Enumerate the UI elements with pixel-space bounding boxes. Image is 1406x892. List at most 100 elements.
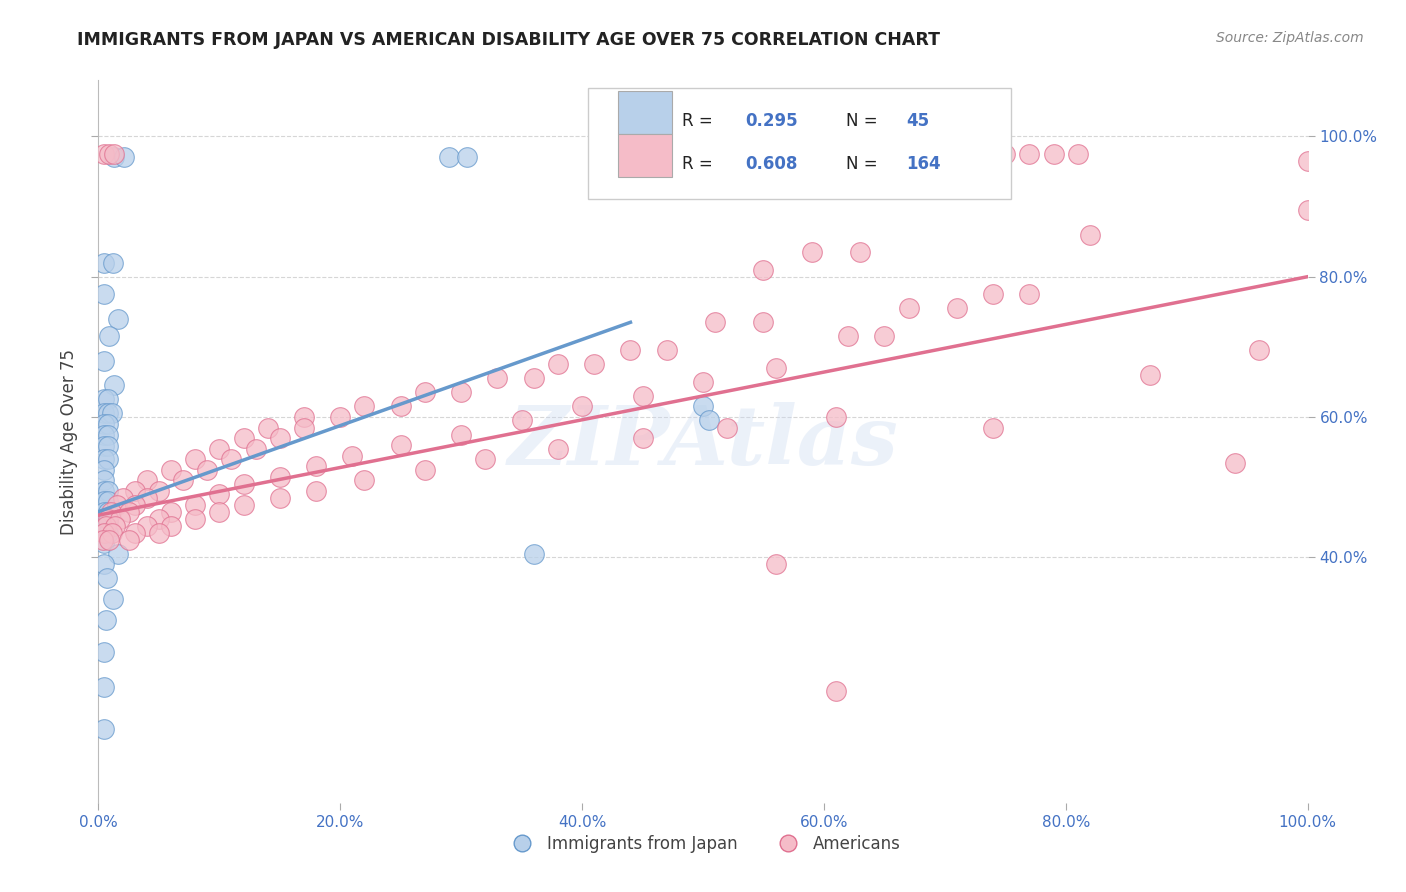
Point bbox=[98, 533, 121, 547]
Point bbox=[1018, 147, 1040, 161]
Point bbox=[93, 525, 115, 540]
Point bbox=[353, 400, 375, 414]
Point bbox=[93, 392, 115, 407]
Point bbox=[571, 400, 593, 414]
Point bbox=[523, 371, 546, 385]
Point bbox=[413, 385, 436, 400]
Text: R =: R = bbox=[682, 112, 718, 130]
Point bbox=[160, 518, 183, 533]
Point bbox=[93, 536, 115, 550]
Point bbox=[583, 357, 606, 371]
Point bbox=[474, 452, 496, 467]
Point bbox=[93, 494, 115, 508]
Legend: Immigrants from Japan, Americans: Immigrants from Japan, Americans bbox=[499, 828, 907, 860]
Point bbox=[752, 315, 775, 329]
Point bbox=[93, 515, 115, 529]
Text: IMMIGRANTS FROM JAPAN VS AMERICAN DISABILITY AGE OVER 75 CORRELATION CHART: IMMIGRANTS FROM JAPAN VS AMERICAN DISABI… bbox=[77, 31, 941, 49]
Point bbox=[124, 483, 146, 498]
Point bbox=[292, 420, 315, 434]
Point bbox=[94, 518, 117, 533]
Point bbox=[97, 407, 120, 421]
Point bbox=[305, 483, 328, 498]
Point bbox=[208, 505, 231, 519]
Point bbox=[765, 360, 787, 375]
Point bbox=[981, 420, 1004, 434]
Point bbox=[1249, 343, 1271, 358]
Point bbox=[837, 329, 859, 343]
Point bbox=[1067, 147, 1090, 161]
Point bbox=[389, 438, 412, 452]
Point bbox=[184, 452, 207, 467]
Point bbox=[101, 592, 124, 607]
Point bbox=[195, 462, 218, 476]
FancyBboxPatch shape bbox=[619, 91, 672, 134]
Point bbox=[305, 459, 328, 474]
Point bbox=[103, 147, 125, 161]
Point bbox=[697, 413, 720, 427]
Point bbox=[413, 462, 436, 476]
Point bbox=[107, 311, 129, 326]
Point bbox=[970, 147, 993, 161]
Point bbox=[1223, 456, 1246, 470]
Point bbox=[93, 462, 115, 476]
Point bbox=[111, 491, 134, 505]
Point bbox=[523, 547, 546, 561]
Point bbox=[1296, 202, 1319, 217]
Point bbox=[91, 533, 114, 547]
Point bbox=[172, 473, 194, 487]
Point bbox=[208, 487, 231, 501]
Point bbox=[160, 462, 183, 476]
Point bbox=[124, 498, 146, 512]
Text: N =: N = bbox=[845, 155, 883, 173]
Point bbox=[97, 392, 120, 407]
Point bbox=[269, 469, 291, 483]
Point bbox=[849, 245, 872, 260]
Point bbox=[800, 245, 823, 260]
Point bbox=[245, 442, 267, 456]
Point bbox=[148, 512, 170, 526]
Point bbox=[946, 147, 969, 161]
Text: Source: ZipAtlas.com: Source: ZipAtlas.com bbox=[1216, 31, 1364, 45]
Point bbox=[232, 498, 254, 512]
Point bbox=[97, 515, 120, 529]
Point bbox=[232, 476, 254, 491]
Point bbox=[93, 525, 115, 540]
Point bbox=[1018, 287, 1040, 301]
Text: ZIPAtlas: ZIPAtlas bbox=[508, 401, 898, 482]
Point bbox=[160, 505, 183, 519]
Point bbox=[103, 151, 125, 165]
Point bbox=[118, 505, 141, 519]
Point bbox=[103, 378, 125, 392]
Point bbox=[97, 427, 120, 442]
Y-axis label: Disability Age Over 75: Disability Age Over 75 bbox=[59, 349, 77, 534]
Point bbox=[765, 558, 787, 572]
Point bbox=[97, 417, 120, 431]
Point bbox=[93, 505, 115, 519]
Point bbox=[97, 525, 120, 540]
Text: R =: R = bbox=[682, 155, 718, 173]
Point bbox=[148, 483, 170, 498]
Point bbox=[93, 417, 115, 431]
Point bbox=[104, 518, 127, 533]
Point bbox=[752, 262, 775, 277]
Point bbox=[232, 431, 254, 445]
Point bbox=[93, 354, 115, 368]
Point bbox=[716, 420, 738, 434]
Point bbox=[1296, 153, 1319, 168]
Point bbox=[101, 255, 124, 269]
Point bbox=[93, 473, 115, 487]
Point bbox=[1042, 147, 1064, 161]
Point bbox=[631, 431, 654, 445]
Point bbox=[825, 409, 848, 424]
Point bbox=[510, 413, 533, 427]
Point bbox=[93, 452, 115, 467]
FancyBboxPatch shape bbox=[588, 87, 1011, 200]
Point bbox=[256, 420, 278, 434]
Point bbox=[221, 452, 243, 467]
Point bbox=[1078, 227, 1101, 242]
Point bbox=[135, 491, 157, 505]
Point bbox=[93, 680, 115, 694]
Point bbox=[98, 147, 121, 161]
Point bbox=[184, 512, 207, 526]
Point bbox=[1139, 368, 1161, 382]
